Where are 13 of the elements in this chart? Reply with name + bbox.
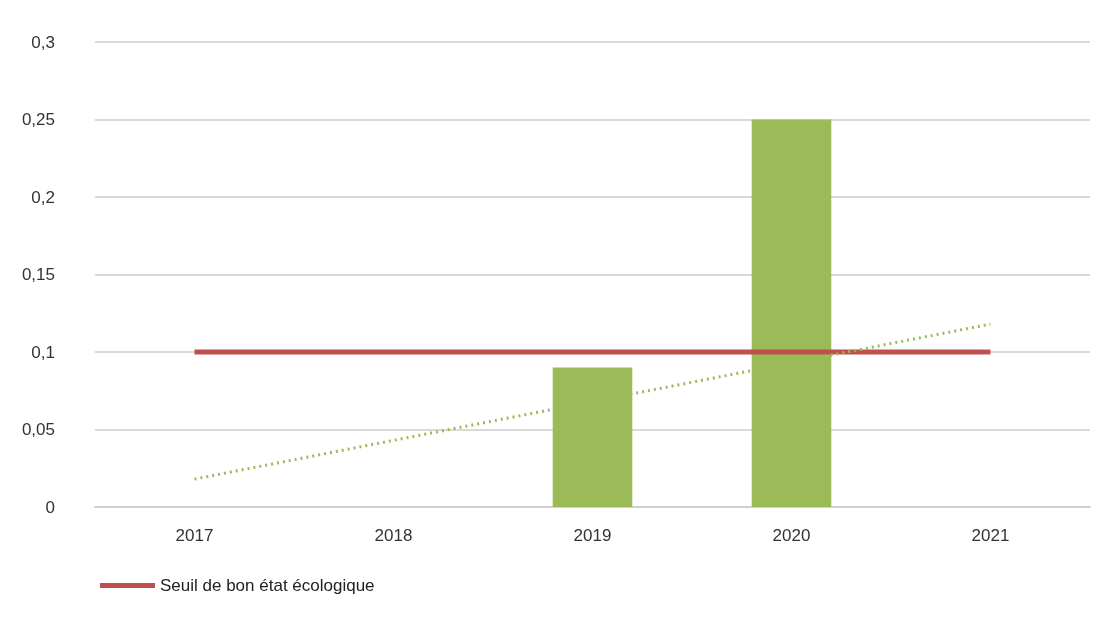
x-tick-label: 2020 — [772, 526, 811, 545]
x-tick-label: 2021 — [971, 526, 1010, 545]
y-tick-label: 0,1 — [31, 342, 55, 362]
y-tick-label: 0,2 — [31, 187, 55, 207]
y-tick-label: 0 — [45, 497, 55, 517]
x-tick-label: 2017 — [175, 526, 214, 545]
y-tick-label: 0,25 — [21, 110, 55, 129]
y-tick-label: 0,05 — [21, 420, 55, 439]
y-tick-label: 0,15 — [21, 265, 55, 284]
y-tick-label: 0,3 — [31, 32, 55, 52]
x-tick-label: 2018 — [374, 526, 413, 545]
x-tick-label: 2019 — [573, 526, 612, 545]
legend-label: Seuil de bon état écologique — [160, 576, 375, 595]
